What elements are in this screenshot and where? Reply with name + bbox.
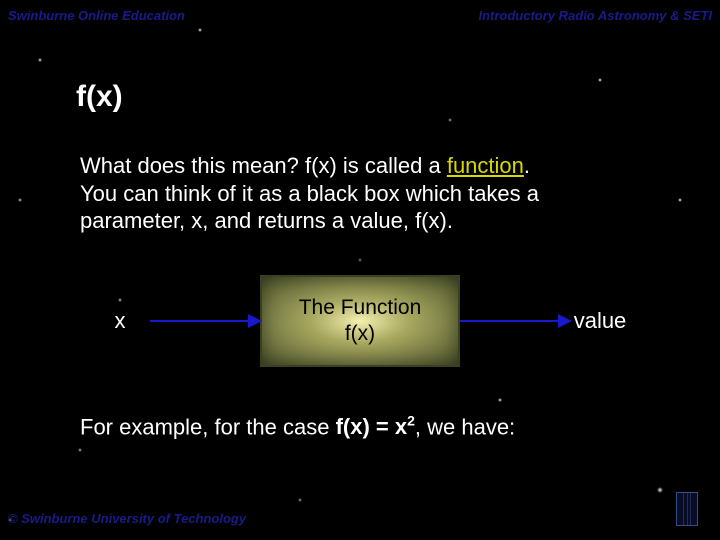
example-text: For example, for the case f(x) = x2, we … — [80, 413, 650, 440]
keyword-function: function — [447, 153, 524, 178]
function-box-line2: f(x) — [345, 321, 375, 346]
slide-content: f(x) What does this mean? f(x) is called… — [0, 0, 720, 540]
arrow-out-icon — [460, 320, 570, 322]
header-course: Introductory Radio Astronomy & SETI — [478, 8, 712, 23]
example-exponent: 2 — [407, 413, 415, 429]
diagram-output-label: value — [570, 308, 630, 334]
example-prefix: For example, for the case — [80, 414, 336, 439]
function-diagram: x The Function f(x) value — [70, 275, 650, 367]
function-box-line1: The Function — [299, 295, 422, 320]
para1-suffix: . — [524, 153, 530, 178]
function-box: The Function f(x) — [260, 275, 460, 367]
para1-prefix: What does this mean? f(x) is called a — [80, 153, 447, 178]
header-org: Swinburne Online Education — [8, 8, 185, 23]
footer-copyright: © Swinburne University of Technology — [8, 511, 246, 526]
diagram-input-label: x — [90, 308, 150, 334]
example-suffix: , we have: — [415, 414, 515, 439]
example-bold: f(x) = x — [336, 414, 408, 439]
arrow-in-icon — [150, 320, 260, 322]
slide-title: f(x) — [76, 80, 650, 114]
slide-paragraph: What does this mean? f(x) is called a fu… — [80, 152, 650, 235]
logo-icon — [676, 492, 698, 526]
para2: You can think of it as a black box which… — [80, 181, 539, 234]
